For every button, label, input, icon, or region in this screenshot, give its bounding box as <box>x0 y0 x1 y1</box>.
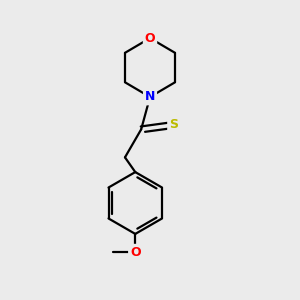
Text: N: N <box>145 91 155 103</box>
Text: O: O <box>145 32 155 45</box>
Text: O: O <box>130 246 141 259</box>
Text: S: S <box>169 118 178 131</box>
